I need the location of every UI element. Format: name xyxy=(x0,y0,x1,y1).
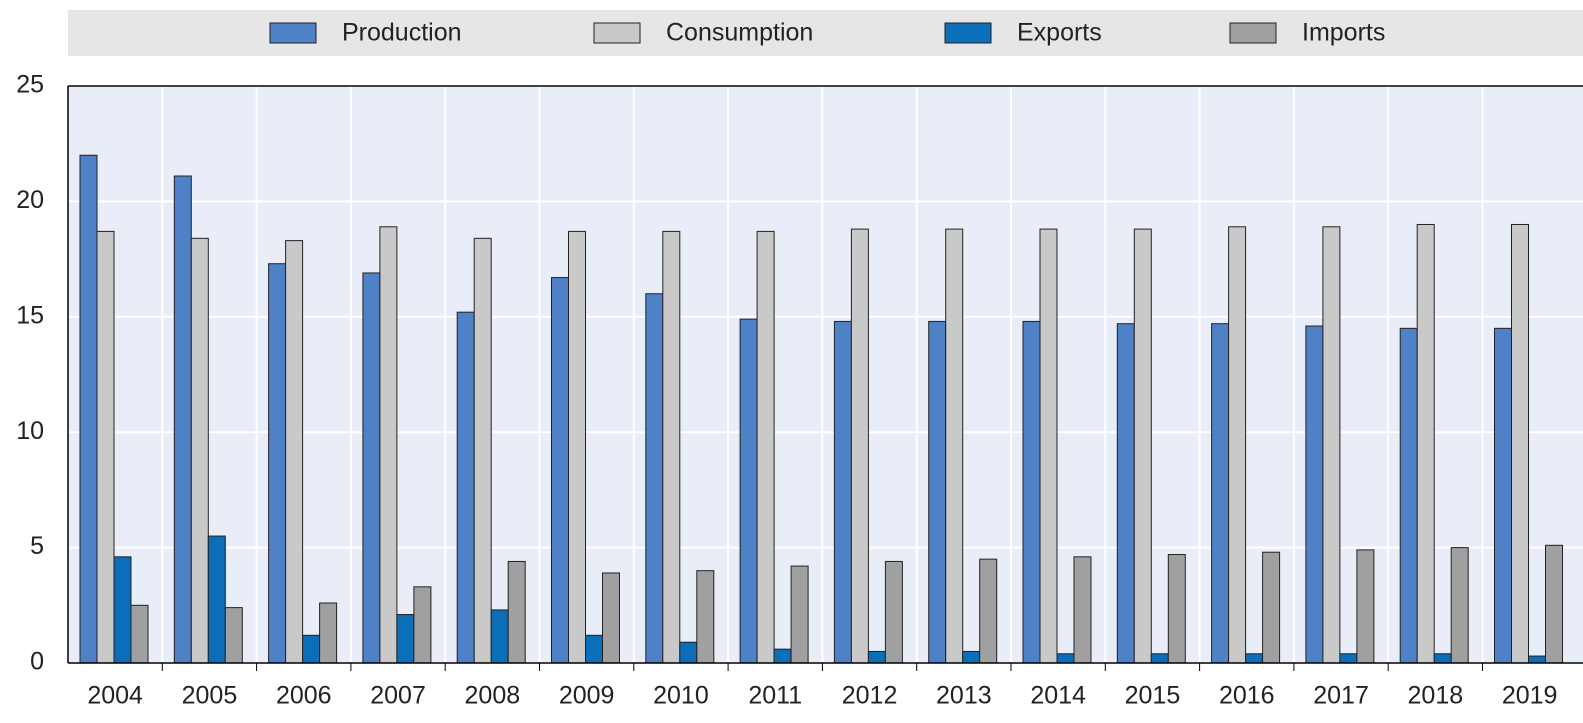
bar xyxy=(507,560,526,664)
legend-swatch xyxy=(944,22,992,44)
bar xyxy=(1339,653,1358,664)
x-tick-label: 2015 xyxy=(1125,682,1181,710)
bar xyxy=(773,648,792,664)
x-tick-label: 2010 xyxy=(653,682,709,710)
bar xyxy=(1356,549,1375,664)
bar xyxy=(1494,327,1512,664)
bar xyxy=(190,237,209,664)
y-tick-label: 20 xyxy=(16,186,44,214)
bar xyxy=(319,602,338,664)
x-tick-label: 2006 xyxy=(276,682,332,710)
bar xyxy=(850,228,869,664)
y-tick-label: 15 xyxy=(16,301,44,329)
legend-swatch xyxy=(1229,22,1277,44)
bar xyxy=(1433,653,1452,664)
bar xyxy=(790,565,809,664)
bar xyxy=(645,293,664,664)
bar xyxy=(585,634,603,664)
bar xyxy=(396,614,415,664)
bar xyxy=(1528,655,1546,664)
x-tick-label: 2017 xyxy=(1313,682,1369,710)
bar xyxy=(1073,556,1092,664)
bar xyxy=(1545,544,1563,664)
x-tick-label: 2004 xyxy=(87,682,143,710)
bar xyxy=(113,556,132,664)
bar xyxy=(756,230,775,664)
bar xyxy=(1056,653,1075,664)
bar xyxy=(79,154,98,664)
bar xyxy=(362,272,381,664)
bar xyxy=(1167,554,1186,664)
x-tick-label: 2016 xyxy=(1219,682,1275,710)
bar xyxy=(96,230,115,664)
legend-label: Production xyxy=(342,19,462,47)
bar xyxy=(413,586,432,664)
bar xyxy=(285,240,304,664)
bar xyxy=(1150,653,1169,664)
bar xyxy=(1511,223,1529,664)
bar xyxy=(1211,323,1230,664)
bar xyxy=(1116,323,1135,664)
bar xyxy=(551,277,569,664)
bar xyxy=(1133,228,1152,664)
bar xyxy=(207,535,226,664)
legend-background xyxy=(68,10,1583,56)
bar xyxy=(696,570,715,664)
bar xyxy=(568,230,586,664)
x-tick-label: 2012 xyxy=(842,682,898,710)
bar xyxy=(379,226,398,664)
legend-swatch xyxy=(269,22,317,44)
x-tick-label: 2019 xyxy=(1502,682,1558,710)
x-tick-label: 2008 xyxy=(465,682,521,710)
legend-label: Exports xyxy=(1017,19,1102,47)
bar xyxy=(662,230,681,664)
x-tick-label: 2018 xyxy=(1408,682,1464,710)
y-tick-label: 0 xyxy=(30,648,44,676)
x-tick-label: 2013 xyxy=(936,682,992,710)
bar xyxy=(979,558,998,664)
y-tick-label: 25 xyxy=(16,71,44,99)
bar xyxy=(1262,551,1281,664)
y-tick-label: 5 xyxy=(30,532,44,560)
bar xyxy=(1322,226,1341,664)
bar xyxy=(130,604,149,664)
bar xyxy=(1305,325,1324,664)
bar xyxy=(945,228,964,664)
bar xyxy=(679,641,698,664)
x-tick-label: 2005 xyxy=(182,682,238,710)
x-tick-label: 2007 xyxy=(370,682,426,710)
bar xyxy=(1450,547,1469,664)
bar xyxy=(739,318,758,664)
bar xyxy=(302,634,321,664)
bar xyxy=(1399,327,1418,664)
legend-swatch xyxy=(593,22,641,44)
bar xyxy=(1022,320,1041,664)
bar xyxy=(602,572,620,664)
legend-label: Imports xyxy=(1302,19,1385,47)
bar xyxy=(490,609,509,664)
bar xyxy=(456,311,475,664)
bar xyxy=(473,237,492,664)
y-tick-label: 10 xyxy=(16,417,44,445)
bar xyxy=(268,263,287,664)
bar xyxy=(224,607,243,664)
x-tick-label: 2014 xyxy=(1030,682,1086,710)
x-tick-label: 2009 xyxy=(559,682,615,710)
bar xyxy=(928,320,947,664)
bar xyxy=(1039,228,1058,664)
x-tick-label: 2011 xyxy=(748,682,802,710)
bar xyxy=(173,175,192,664)
bar xyxy=(1245,653,1264,664)
bar xyxy=(1228,226,1247,664)
bar xyxy=(1416,223,1435,664)
bar xyxy=(833,320,852,664)
bar xyxy=(962,650,981,664)
legend-label: Consumption xyxy=(666,19,813,47)
bar xyxy=(867,650,886,664)
bar xyxy=(884,560,903,664)
